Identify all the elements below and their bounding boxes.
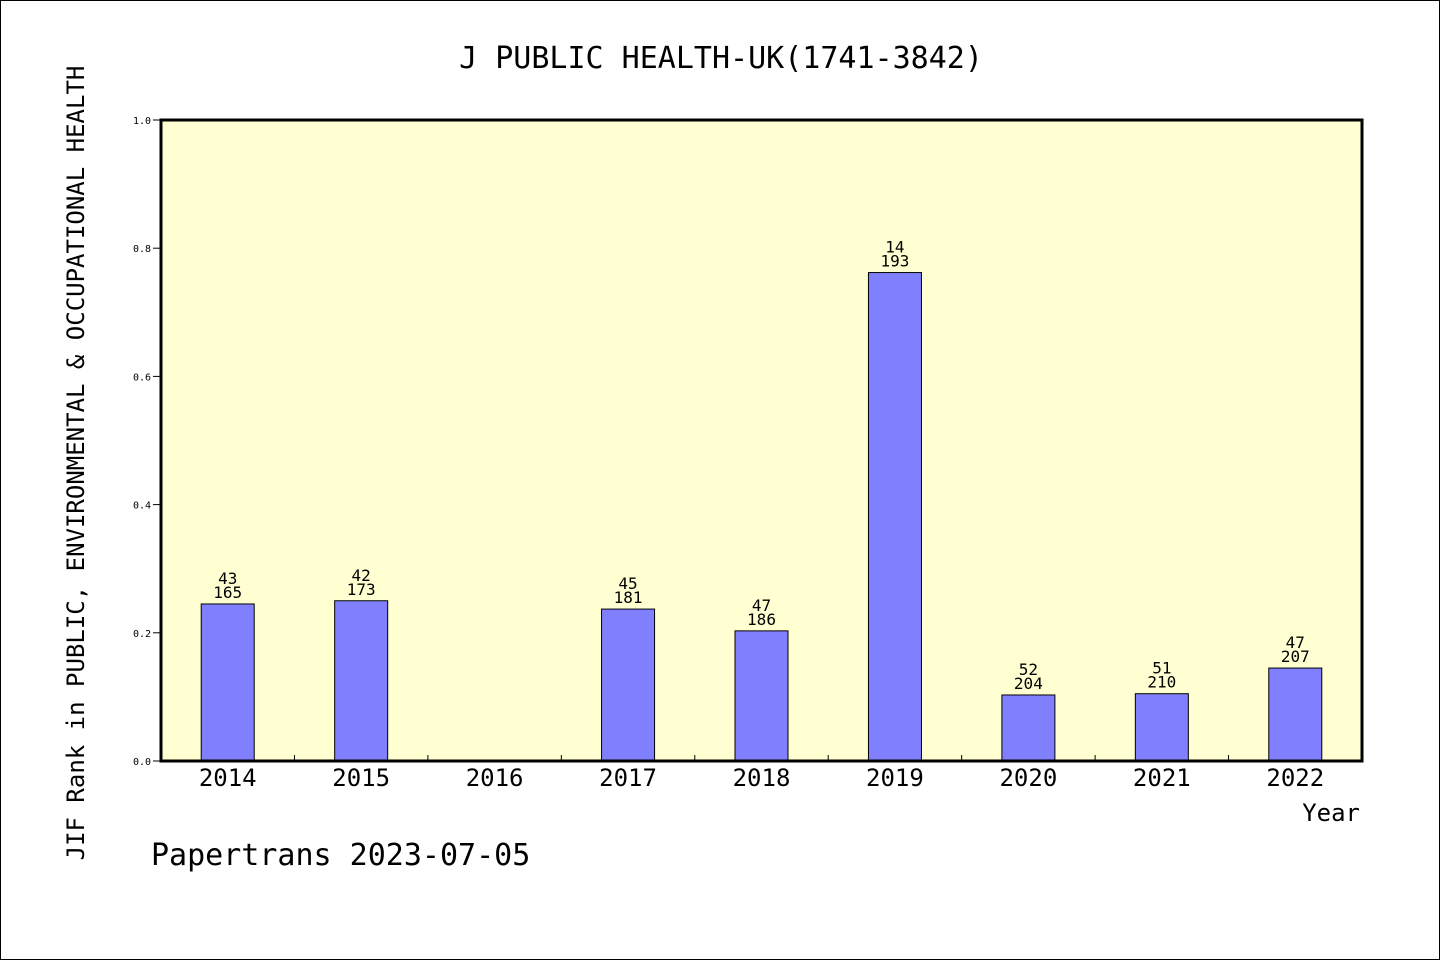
bar-total-label-2018: 186 <box>747 610 776 629</box>
x-ticks: 2014 2015 2016 2017 2018 2019 2020 2021 2022 <box>199 755 1324 792</box>
bar-2021 <box>1134 693 1189 762</box>
y-tick-label: 1.0 <box>133 116 151 127</box>
bar-rank-label-2022: 47 <box>1286 633 1305 652</box>
x-tick-label-2017: 2017 <box>599 764 657 792</box>
x-tick-label-2022: 2022 <box>1266 764 1324 792</box>
footer-watermark: Papertrans 2023-07-05 <box>151 838 530 873</box>
y-axis-label: JIF Rank in PUBLIC, ENVIRONMENTAL & OCCU… <box>62 66 90 861</box>
bar-2014 <box>200 603 255 762</box>
x-tick-label-2015: 2015 <box>332 764 390 792</box>
bar-2020 <box>1001 694 1056 762</box>
y-tick-label: 0.0 <box>133 757 151 768</box>
bar-total-label-2020: 204 <box>1014 674 1043 693</box>
bar-rank-label-2017: 45 <box>618 574 637 593</box>
bar-2019 <box>867 272 922 762</box>
bar-total-label-2014: 165 <box>213 583 242 602</box>
y-tick-label: 0.8 <box>133 244 151 255</box>
y-tick-label: 0.2 <box>133 629 151 640</box>
x-axis-label: Year <box>1302 799 1360 827</box>
plot-border <box>159 118 1364 763</box>
bar-2017 <box>601 608 656 762</box>
bar-2018 <box>734 630 789 762</box>
bar-rank-label-2018: 47 <box>752 596 771 615</box>
bar-total-label-2022: 207 <box>1281 647 1310 666</box>
x-tick-label-2020: 2020 <box>999 764 1057 792</box>
bars <box>200 272 1323 762</box>
bar-2015 <box>334 600 389 762</box>
bar-total-label-2021: 210 <box>1147 673 1176 692</box>
x-tick-label-2018: 2018 <box>733 764 791 792</box>
x-tick-label-2019: 2019 <box>866 764 924 792</box>
bar-rank-label-2019: 14 <box>885 238 904 257</box>
bar-rank-label-2020: 52 <box>1019 660 1038 679</box>
chart-title: J PUBLIC HEALTH-UK(1741-3842) <box>459 41 983 76</box>
y-tick-label: 0.4 <box>133 501 151 512</box>
bar-total-label-2017: 181 <box>614 588 643 607</box>
bar-rank-label-2014: 43 <box>218 569 237 588</box>
bar-rank-label-2021: 51 <box>1152 659 1171 678</box>
bar-total-label-2015: 173 <box>347 580 376 599</box>
bar-rank-label-2015: 42 <box>352 566 371 585</box>
bar-2022 <box>1268 667 1323 762</box>
y-tick-label: 0.6 <box>133 372 151 383</box>
bar-total-label-2019: 193 <box>880 252 909 271</box>
x-tick-label-2014: 2014 <box>199 764 257 792</box>
x-tick-label-2021: 2021 <box>1133 764 1191 792</box>
y-ticks: 0.0 0.2 0.4 0.6 0.8 1.0 <box>133 116 161 768</box>
x-tick-label-2016: 2016 <box>466 764 524 792</box>
